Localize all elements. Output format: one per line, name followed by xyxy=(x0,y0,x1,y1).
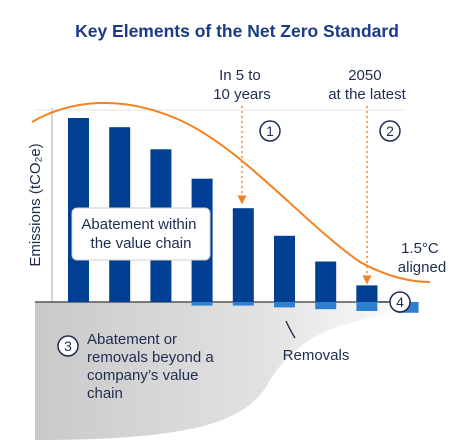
curve-label: 1.5°C aligned xyxy=(398,240,446,276)
y-axis-label: Emissions (tCO₂e) xyxy=(27,143,44,266)
beyond-value-chain-region xyxy=(35,302,420,440)
removal-bar-6 xyxy=(274,302,295,308)
emission-bar-6 xyxy=(274,235,295,302)
1-5c-aligned-curve xyxy=(31,101,431,283)
abatement-box-line-2: the value chain xyxy=(91,235,192,252)
marker-4: 4 xyxy=(379,291,411,313)
removal-bar-7 xyxy=(315,302,337,310)
beyond-line-3: company’s value xyxy=(87,367,198,384)
abatement-box-line-1: Abatement within xyxy=(81,216,196,233)
chart-title: Key Elements of the Net Zero Standard xyxy=(75,21,399,41)
timeline-2-label: 2050 at the latest xyxy=(328,67,406,103)
removals-label: Removals xyxy=(283,347,350,364)
curve-label-line-1: 1.5°C xyxy=(401,240,439,257)
net-zero-residual-bar xyxy=(356,286,378,302)
timeline-2-line-2: at the latest xyxy=(328,86,406,103)
beyond-line-4: chain xyxy=(87,385,123,402)
marker-1: 1 xyxy=(259,120,281,142)
marker-4-text: 4 xyxy=(396,294,404,310)
beyond-label: Abatement or removals beyond a company’s… xyxy=(87,331,218,402)
removal-bar-4 xyxy=(191,302,213,306)
removal-bar-8 xyxy=(356,302,378,311)
beyond-line-1: Abatement or xyxy=(87,331,177,348)
marker-3: 3 xyxy=(57,335,79,357)
emission-bar-5 xyxy=(232,208,254,302)
removals-pointer xyxy=(285,320,296,339)
removal-bar-5 xyxy=(232,302,254,306)
timeline-1-line-1: In 5 to xyxy=(219,67,261,84)
marker-3-text: 3 xyxy=(64,338,72,354)
marker-2: 2 xyxy=(379,120,401,142)
abatement-box-label: Abatement within the value chain xyxy=(81,216,200,252)
timeline-1-label: In 5 to 10 years xyxy=(213,67,271,103)
marker-1-text: 1 xyxy=(266,123,274,139)
beyond-line-2: removals beyond a xyxy=(87,349,214,366)
marker-2-text: 2 xyxy=(386,123,394,139)
curve-label-line-2: aligned xyxy=(398,259,446,276)
abatement-box xyxy=(71,207,211,261)
timeline-2-line-1: 2050 xyxy=(348,67,381,84)
emission-bar-7 xyxy=(315,261,337,302)
timeline-1-line-2: 10 years xyxy=(213,86,271,103)
